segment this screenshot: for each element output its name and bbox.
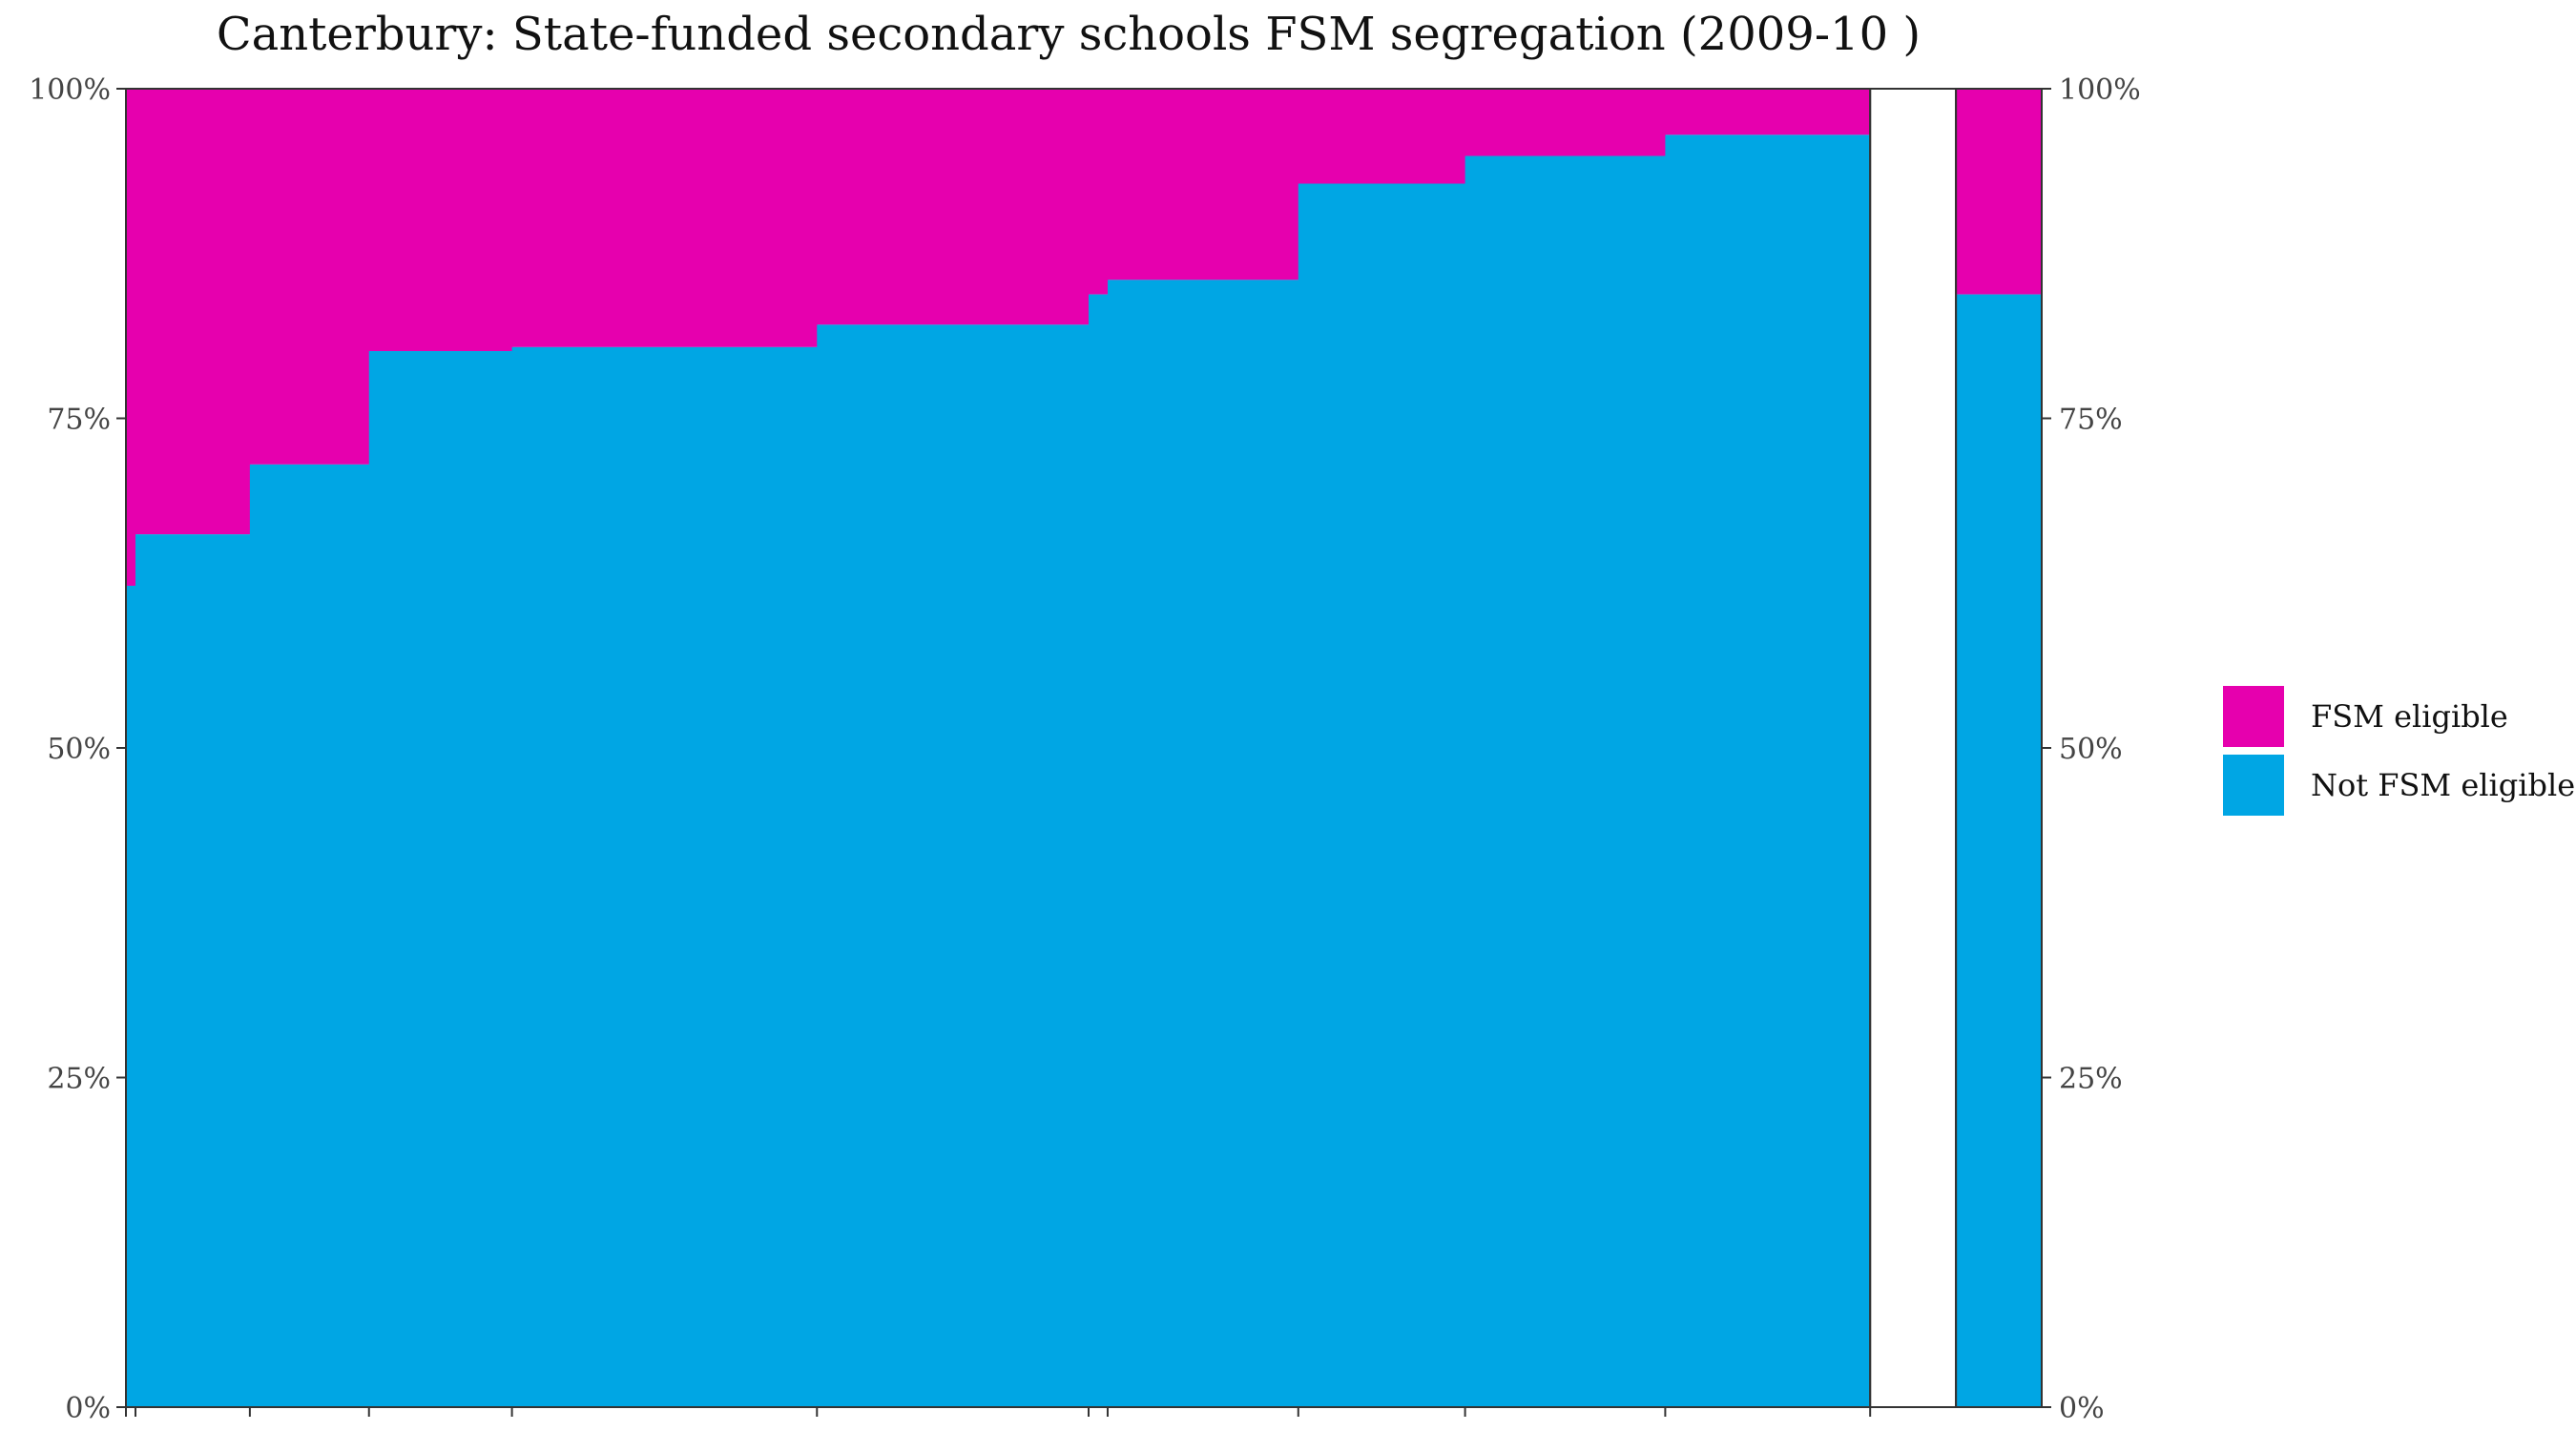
y-tick-label-left: 0% xyxy=(65,1392,111,1425)
legend-item-fsm: FSM eligible xyxy=(2223,682,2575,751)
bar-not-fsm-school-2 xyxy=(135,534,251,1407)
bar-fsm-school-7 xyxy=(1088,89,1109,295)
y-tick-label-right: 25% xyxy=(2059,1063,2123,1096)
bar-not-fsm-school-9 xyxy=(1298,183,1466,1407)
legend-swatch-not-fsm xyxy=(2223,755,2284,816)
bar-not-fsm-school-7 xyxy=(1088,294,1109,1407)
bar-not-fsm-school-6 xyxy=(817,324,1090,1408)
bar-fsm-school-6 xyxy=(817,89,1090,325)
bar-fsm-school-2 xyxy=(135,89,251,535)
y-tick-label-right: 100% xyxy=(2059,73,2141,107)
legend-swatch-fsm xyxy=(2223,686,2284,747)
bar-fsm-overall xyxy=(1956,89,2042,295)
y-tick-label-right: 50% xyxy=(2059,733,2123,766)
bar-not-fsm-school-10 xyxy=(1465,156,1666,1408)
bar-fsm-school-10 xyxy=(1465,89,1666,156)
y-tick-label-left: 25% xyxy=(47,1063,111,1096)
legend: FSM eligible Not FSM eligible xyxy=(2223,682,2575,819)
legend-label-fsm: FSM eligible xyxy=(2311,698,2508,735)
bar-fsm-school-3 xyxy=(249,89,370,465)
chart-title: Canterbury: State-funded secondary schoo… xyxy=(216,8,1922,61)
bar-fsm-school-5 xyxy=(511,89,818,347)
legend-label-not-fsm: Not FSM eligible xyxy=(2311,767,2576,803)
bars-layer xyxy=(126,89,2042,1408)
bar-not-fsm-school-3 xyxy=(249,464,370,1407)
axis-layer: 0% 0% 25% 25% 50% 50% 75% 75% 100% 100% xyxy=(29,73,2141,1425)
bar-fsm-school-9 xyxy=(1298,89,1466,184)
y-tick-label-left: 50% xyxy=(47,733,111,766)
bar-fsm-school-4 xyxy=(368,89,513,352)
bar-not-fsm-school-8 xyxy=(1107,280,1299,1407)
bar-not-fsm-school-5 xyxy=(511,346,818,1407)
bar-fsm-school-1 xyxy=(126,89,136,587)
gap-panel-frame xyxy=(1869,88,1958,1408)
bar-not-fsm-overall xyxy=(1956,294,2042,1407)
bar-fsm-school-8 xyxy=(1107,89,1299,280)
y-tick-label-right: 0% xyxy=(2059,1392,2105,1425)
bar-not-fsm-school-4 xyxy=(368,351,513,1407)
y-tick-label-left: 75% xyxy=(47,404,111,437)
y-tick-label-left: 100% xyxy=(29,73,111,107)
y-tick-label-right: 75% xyxy=(2059,404,2123,437)
bar-not-fsm-school-1 xyxy=(126,586,136,1407)
legend-item-not-fsm: Not FSM eligible xyxy=(2223,751,2575,819)
bar-not-fsm-school-11 xyxy=(1665,135,1871,1407)
bar-fsm-school-11 xyxy=(1665,89,1871,135)
